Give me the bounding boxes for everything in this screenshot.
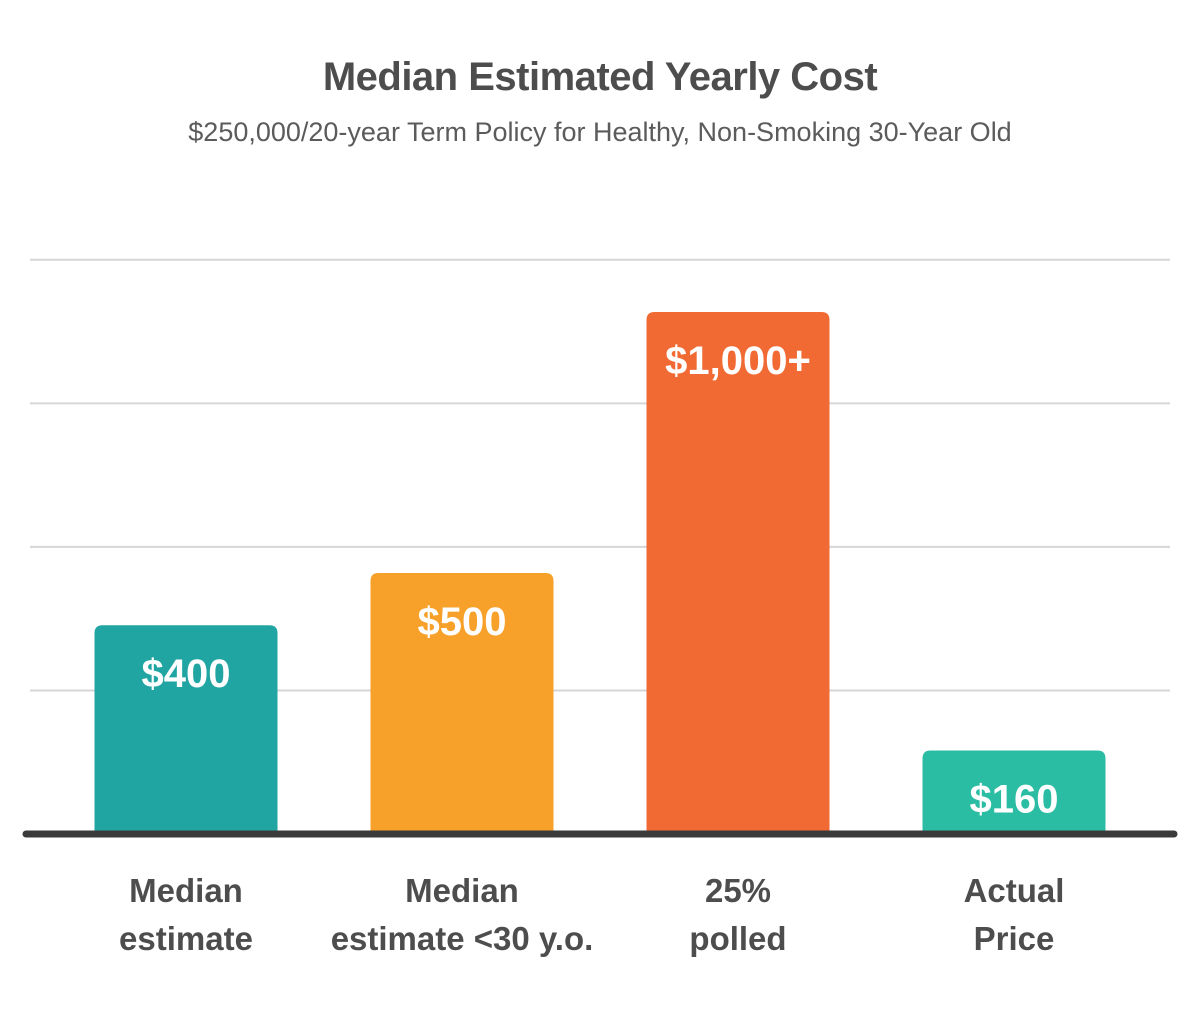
- bar-value-label-2: $500: [418, 600, 507, 644]
- bar-2: [370, 573, 554, 834]
- bar-value-label-3: $1,000+: [665, 339, 811, 383]
- category-label-4-line-2: Price: [974, 920, 1055, 957]
- category-label-3-line-2: polled: [689, 920, 786, 957]
- category-label-2-line-2: estimate <30 y.o.: [331, 920, 594, 957]
- category-label-4-line-1: Actual: [964, 872, 1065, 909]
- bar-4: [922, 750, 1106, 834]
- chart-title: Median Estimated Yearly Cost: [322, 55, 878, 99]
- category-label-2-line-1: Median: [405, 872, 519, 909]
- category-label-3-line-1: 25%: [705, 872, 771, 909]
- bar-1: [94, 625, 278, 834]
- category-label-1-line-2: estimate: [119, 920, 253, 957]
- chart-subtitle: $250,000/20-year Term Policy for Healthy…: [188, 117, 1012, 147]
- bar-value-label-1: $400: [142, 652, 231, 696]
- bar-3: [646, 312, 830, 834]
- category-label-1-line-1: Median: [129, 872, 243, 909]
- bar-value-label-4: $160: [970, 777, 1059, 821]
